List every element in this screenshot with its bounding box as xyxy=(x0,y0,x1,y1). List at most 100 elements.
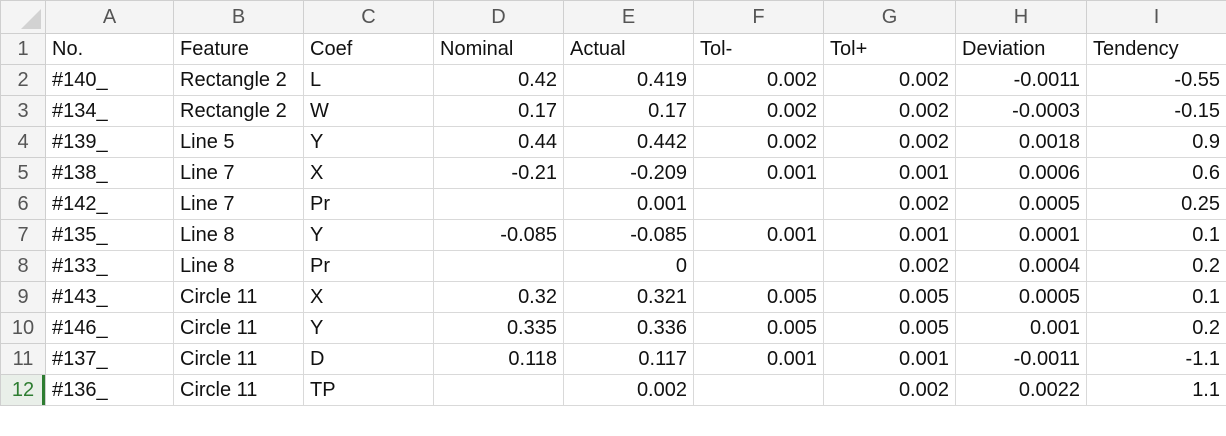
cell-f5[interactable]: 0.001 xyxy=(693,157,824,189)
row-header-1[interactable]: 1 xyxy=(0,33,46,65)
column-header-c[interactable]: C xyxy=(303,0,434,34)
cell-c12[interactable]: TP xyxy=(303,374,434,406)
cell-f11[interactable]: 0.001 xyxy=(693,343,824,375)
cell-e3[interactable]: 0.17 xyxy=(563,95,694,127)
cell-e7[interactable]: -0.085 xyxy=(563,219,694,251)
row-header-12[interactable]: 12 xyxy=(0,374,46,406)
cell-e2[interactable]: 0.419 xyxy=(563,64,694,96)
cell-i10[interactable]: 0.2 xyxy=(1086,312,1226,344)
cell-g2[interactable]: 0.002 xyxy=(823,64,956,96)
cell-e12[interactable]: 0.002 xyxy=(563,374,694,406)
cell-f6[interactable] xyxy=(693,188,824,220)
cell-g1[interactable]: Tol+ xyxy=(823,33,956,65)
cell-i12[interactable]: 1.1 xyxy=(1086,374,1226,406)
cell-b1[interactable]: Feature xyxy=(173,33,304,65)
cell-d1[interactable]: Nominal xyxy=(433,33,564,65)
cell-b7[interactable]: Line 8 xyxy=(173,219,304,251)
cell-a3[interactable]: #134_ xyxy=(45,95,174,127)
cell-e5[interactable]: -0.209 xyxy=(563,157,694,189)
cell-a9[interactable]: #143_ xyxy=(45,281,174,313)
cell-d5[interactable]: -0.21 xyxy=(433,157,564,189)
cell-d11[interactable]: 0.118 xyxy=(433,343,564,375)
cell-e10[interactable]: 0.336 xyxy=(563,312,694,344)
cell-i9[interactable]: 0.1 xyxy=(1086,281,1226,313)
cell-b8[interactable]: Line 8 xyxy=(173,250,304,282)
cell-a1[interactable]: No. xyxy=(45,33,174,65)
cell-f3[interactable]: 0.002 xyxy=(693,95,824,127)
cell-i2[interactable]: -0.55 xyxy=(1086,64,1226,96)
cell-f7[interactable]: 0.001 xyxy=(693,219,824,251)
cell-i5[interactable]: 0.6 xyxy=(1086,157,1226,189)
cell-a6[interactable]: #142_ xyxy=(45,188,174,220)
cell-d12[interactable] xyxy=(433,374,564,406)
cell-f4[interactable]: 0.002 xyxy=(693,126,824,158)
cell-a8[interactable]: #133_ xyxy=(45,250,174,282)
column-header-e[interactable]: E xyxy=(563,0,694,34)
cell-i11[interactable]: -1.1 xyxy=(1086,343,1226,375)
cell-b4[interactable]: Line 5 xyxy=(173,126,304,158)
cell-b6[interactable]: Line 7 xyxy=(173,188,304,220)
cell-i3[interactable]: -0.15 xyxy=(1086,95,1226,127)
column-header-d[interactable]: D xyxy=(433,0,564,34)
cell-g8[interactable]: 0.002 xyxy=(823,250,956,282)
cell-h10[interactable]: 0.001 xyxy=(955,312,1087,344)
cell-c1[interactable]: Coef xyxy=(303,33,434,65)
cell-b11[interactable]: Circle 11 xyxy=(173,343,304,375)
cell-a4[interactable]: #139_ xyxy=(45,126,174,158)
cell-h9[interactable]: 0.0005 xyxy=(955,281,1087,313)
cell-g10[interactable]: 0.005 xyxy=(823,312,956,344)
cell-b5[interactable]: Line 7 xyxy=(173,157,304,189)
cell-c4[interactable]: Y xyxy=(303,126,434,158)
cell-h3[interactable]: -0.0003 xyxy=(955,95,1087,127)
cell-c3[interactable]: W xyxy=(303,95,434,127)
cell-e1[interactable]: Actual xyxy=(563,33,694,65)
cell-i6[interactable]: 0.25 xyxy=(1086,188,1226,220)
cell-d10[interactable]: 0.335 xyxy=(433,312,564,344)
cell-c9[interactable]: X xyxy=(303,281,434,313)
cell-f9[interactable]: 0.005 xyxy=(693,281,824,313)
cell-h6[interactable]: 0.0005 xyxy=(955,188,1087,220)
cell-c10[interactable]: Y xyxy=(303,312,434,344)
cell-c7[interactable]: Y xyxy=(303,219,434,251)
cell-e4[interactable]: 0.442 xyxy=(563,126,694,158)
cell-i1[interactable]: Tendency xyxy=(1086,33,1226,65)
column-header-i[interactable]: I xyxy=(1086,0,1226,34)
row-header-8[interactable]: 8 xyxy=(0,250,46,282)
cell-e11[interactable]: 0.117 xyxy=(563,343,694,375)
cell-i8[interactable]: 0.2 xyxy=(1086,250,1226,282)
cell-b3[interactable]: Rectangle 2 xyxy=(173,95,304,127)
cell-g12[interactable]: 0.002 xyxy=(823,374,956,406)
column-header-f[interactable]: F xyxy=(693,0,824,34)
cell-c11[interactable]: D xyxy=(303,343,434,375)
row-header-7[interactable]: 7 xyxy=(0,219,46,251)
cell-b9[interactable]: Circle 11 xyxy=(173,281,304,313)
row-header-4[interactable]: 4 xyxy=(0,126,46,158)
cell-a11[interactable]: #137_ xyxy=(45,343,174,375)
row-header-6[interactable]: 6 xyxy=(0,188,46,220)
cell-g5[interactable]: 0.001 xyxy=(823,157,956,189)
column-header-g[interactable]: G xyxy=(823,0,956,34)
row-header-5[interactable]: 5 xyxy=(0,157,46,189)
cell-a5[interactable]: #138_ xyxy=(45,157,174,189)
cell-a7[interactable]: #135_ xyxy=(45,219,174,251)
cell-e9[interactable]: 0.321 xyxy=(563,281,694,313)
row-header-10[interactable]: 10 xyxy=(0,312,46,344)
cell-e6[interactable]: 0.001 xyxy=(563,188,694,220)
cell-h8[interactable]: 0.0004 xyxy=(955,250,1087,282)
cell-h11[interactable]: -0.0011 xyxy=(955,343,1087,375)
cell-f1[interactable]: Tol- xyxy=(693,33,824,65)
cell-h4[interactable]: 0.0018 xyxy=(955,126,1087,158)
cell-d6[interactable] xyxy=(433,188,564,220)
cell-d8[interactable] xyxy=(433,250,564,282)
row-header-9[interactable]: 9 xyxy=(0,281,46,313)
cell-a12[interactable]: #136_ xyxy=(45,374,174,406)
cell-h2[interactable]: -0.0011 xyxy=(955,64,1087,96)
cell-g7[interactable]: 0.001 xyxy=(823,219,956,251)
cell-c6[interactable]: Pr xyxy=(303,188,434,220)
cell-d7[interactable]: -0.085 xyxy=(433,219,564,251)
cell-h7[interactable]: 0.0001 xyxy=(955,219,1087,251)
cell-d4[interactable]: 0.44 xyxy=(433,126,564,158)
cell-d3[interactable]: 0.17 xyxy=(433,95,564,127)
cell-d9[interactable]: 0.32 xyxy=(433,281,564,313)
cell-a2[interactable]: #140_ xyxy=(45,64,174,96)
